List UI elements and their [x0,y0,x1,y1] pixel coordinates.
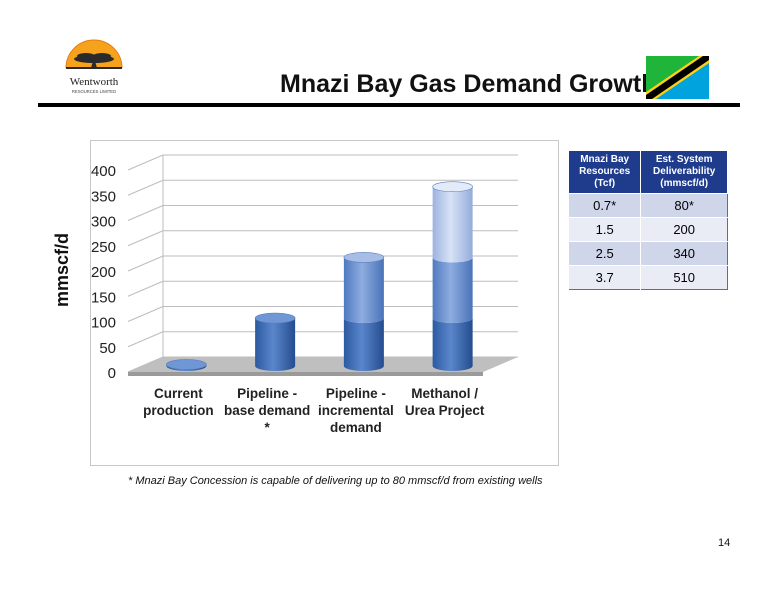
bar-cap [343,252,385,263]
table-cell: 200 [640,217,728,242]
gridline-depth [127,255,164,272]
chart-floor-edge [128,372,483,376]
bar-cap [254,312,296,324]
y-tick-label: 50 [99,340,116,357]
x-tick-label: Methanol / Urea Project [405,386,485,418]
y-tick-label: 350 [91,188,116,205]
gridline-depth [127,331,164,348]
table-cell: 0.7* [567,193,641,218]
bar-segment [343,318,384,371]
header-deliverability: Est. System Deliverability (mmscf/d) [640,150,728,194]
bar-segment [432,257,473,324]
y-tick-label: 0 [108,365,116,382]
bar-segment [343,257,384,324]
bar-segment [166,364,207,371]
y-axis-label: mmscf/d [52,233,72,307]
bar-segment [255,318,296,371]
acacia-sunset-icon [65,39,123,69]
chart-frame [90,140,559,466]
table-cell: 3.7 [567,265,641,290]
table-row: 1.5 200 [567,217,728,242]
page-number: 14 [718,537,731,549]
y-tick-label: 150 [91,289,116,306]
gridline-depth [127,179,164,196]
table-cell: 80* [640,193,728,218]
header-resources: Mnazi Bay Resources (Tcf) [567,150,642,194]
table-cell: 340 [640,241,728,266]
bar-segment [432,318,473,371]
x-tick-label: Pipeline -base demand * [224,386,310,435]
wentworth-logo: Wentworth RESOURCES LIMITED [65,39,123,94]
table-cell: 1.5 [567,217,641,242]
page-title: Mnazi Bay Gas Demand Growth [280,70,657,98]
tanzania-flag-icon [646,56,709,99]
chart-floor [128,357,518,372]
table-row: 0.7* 80* [567,193,728,218]
bar-cap [166,359,207,370]
gridline-depth [127,280,164,297]
y-tick-label: 300 [91,214,116,231]
gridline-depth [127,205,164,221]
table-cell: 2.5 [567,241,641,266]
y-tick-label: 250 [91,239,116,256]
table-row: 3.7 510 [567,265,728,290]
gridline-depth [127,154,164,171]
logo-subtitle: RESOURCES LIMITED [72,89,116,94]
y-tick-label: 400 [91,163,116,180]
x-tick-label: Pipeline -incremental demand [318,386,394,435]
resources-table: Mnazi Bay Resources (Tcf) Est. System De… [567,150,728,290]
table-cell: 510 [640,265,728,290]
gridline-depth [127,230,164,247]
demand-chart: 0 50 100 150 200 250 300 350 400 mmscf/d Current pr… [52,154,518,435]
x-tick-label: Current production [143,386,214,418]
gridline-depth [127,306,164,322]
table-row: 2.5 340 [567,241,728,266]
y-tick-label: 100 [91,315,116,332]
y-tick-label: 200 [91,264,116,281]
bar-segment [432,186,473,263]
logo-name: Wentworth [70,76,119,88]
title-divider [38,103,740,107]
bar-cap [432,181,473,193]
footnote: * Mnazi Bay Concession is capable of del… [128,475,543,487]
table-header-row: Mnazi Bay Resources (Tcf) Est. System De… [567,150,728,194]
